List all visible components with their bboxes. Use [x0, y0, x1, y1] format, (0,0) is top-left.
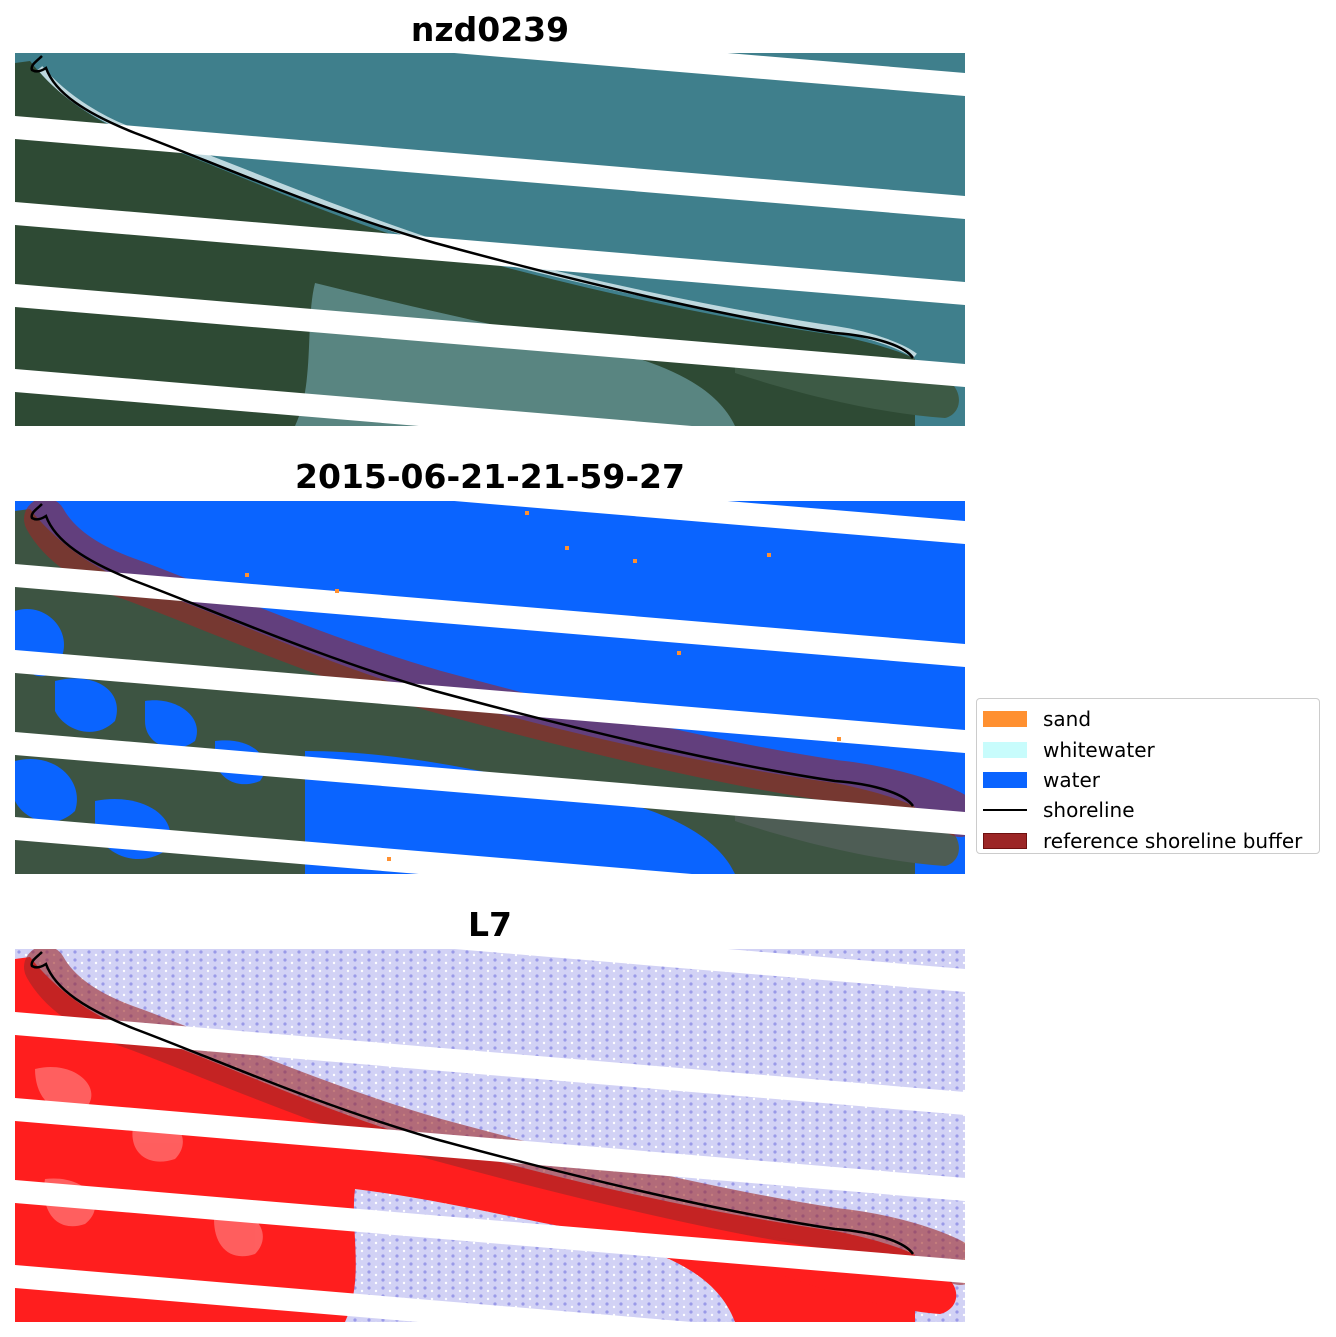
legend-item-water: water	[983, 765, 1319, 795]
scan-gaps	[15, 949, 965, 1322]
panel-title-1: nzd0239	[410, 10, 570, 49]
shoreline-line	[30, 503, 915, 807]
legend-label: reference shoreline buffer	[1043, 828, 1303, 853]
legend-label: shoreline	[1043, 798, 1135, 823]
panel-index-image	[15, 949, 965, 1322]
legend-item-buffer: reference shoreline buffer	[983, 826, 1319, 856]
shoreline-line	[30, 55, 915, 359]
panel-title-3: L7	[468, 905, 512, 944]
scan-gaps	[15, 53, 965, 426]
shoreline-line	[30, 951, 915, 1255]
land-area	[15, 61, 915, 426]
legend: sand whitewater water shoreline referenc…	[976, 698, 1320, 854]
legend-swatch-whitewater	[983, 741, 1027, 758]
scan-gaps	[15, 501, 965, 874]
legend-item-whitewater: whitewater	[983, 734, 1319, 764]
panel-rgb-image	[15, 53, 965, 426]
legend-label: whitewater	[1043, 737, 1155, 762]
panel-classification-image	[15, 501, 965, 874]
legend-item-shoreline: shoreline	[983, 795, 1319, 825]
sand-class-pixels	[245, 511, 841, 861]
legend-item-sand: sand	[983, 704, 1319, 734]
legend-label: sand	[1043, 707, 1092, 732]
legend-swatch-shoreline	[983, 809, 1027, 812]
panel-title-2: 2015-06-21-21-59-27	[295, 457, 685, 496]
legend-swatch-water	[983, 771, 1027, 788]
legend-swatch-sand	[983, 711, 1027, 728]
legend-label: water	[1043, 767, 1100, 792]
legend-swatch-buffer	[983, 832, 1027, 849]
